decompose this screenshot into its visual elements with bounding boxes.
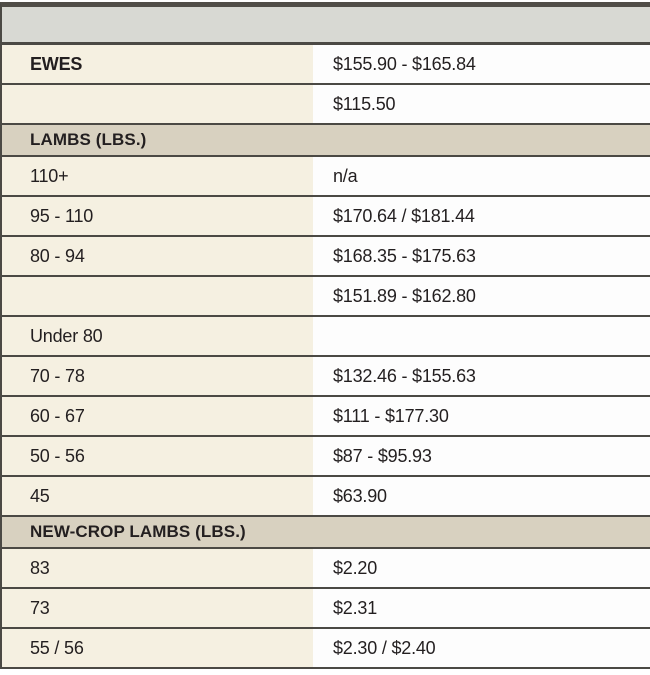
row-value: $87 - $95.93 xyxy=(313,437,650,475)
table-row-80-94: 80 - 94 $168.35 - $175.63 xyxy=(2,237,650,277)
row-label: 95 - 110 xyxy=(2,197,313,235)
row-label: 73 xyxy=(2,589,313,627)
row-value: $111 - $177.30 xyxy=(313,397,650,435)
table-row-ewes: EWES $155.90 - $165.84 xyxy=(2,45,650,85)
row-label: 50 - 56 xyxy=(2,437,313,475)
row-label xyxy=(2,277,313,315)
row-value: $132.46 - $155.63 xyxy=(313,357,650,395)
row-value: $2.20 xyxy=(313,549,650,587)
row-value: $151.89 - $162.80 xyxy=(313,277,650,315)
row-label: Under 80 xyxy=(2,317,313,355)
row-label: 60 - 67 xyxy=(2,397,313,435)
row-value: $2.30 / $2.40 xyxy=(313,629,650,667)
row-label: 83 xyxy=(2,549,313,587)
row-label: 80 - 94 xyxy=(2,237,313,275)
table-row-60-67: 60 - 67 $111 - $177.30 xyxy=(2,397,650,437)
table-row-70-78: 70 - 78 $132.46 - $155.63 xyxy=(2,357,650,397)
table-row-95-110: 95 - 110 $170.64 / $181.44 xyxy=(2,197,650,237)
section-header-label: NEW-CROP LAMBS (LBS.) xyxy=(30,522,246,541)
row-value: $170.64 / $181.44 xyxy=(313,197,650,235)
section-header-lambs: LAMBS (LBS.) xyxy=(2,125,650,157)
row-value: $155.90 - $165.84 xyxy=(313,45,650,83)
row-label: 55 / 56 xyxy=(2,629,313,667)
table-row-83: 83 $2.20 xyxy=(2,549,650,589)
row-value: $115.50 xyxy=(313,85,650,123)
row-label: EWES xyxy=(2,45,313,83)
row-value: n/a xyxy=(313,157,650,195)
row-label: 110+ xyxy=(2,157,313,195)
section-header-label: LAMBS (LBS.) xyxy=(30,130,147,149)
table-row-110plus: 110+ n/a xyxy=(2,157,650,197)
section-header-new-crop-lambs: NEW-CROP LAMBS (LBS.) xyxy=(2,517,650,549)
table-row-ewes-2: $115.50 xyxy=(2,85,650,125)
table-row-50-56: 50 - 56 $87 - $95.93 xyxy=(2,437,650,477)
row-value: $2.31 xyxy=(313,589,650,627)
empty-header-row xyxy=(2,7,650,45)
table-row-80-94-2: $151.89 - $162.80 xyxy=(2,277,650,317)
row-label xyxy=(2,85,313,123)
table-row-55-56: 55 / 56 $2.30 / $2.40 xyxy=(2,629,650,669)
row-value: $168.35 - $175.63 xyxy=(313,237,650,275)
row-label: 70 - 78 xyxy=(2,357,313,395)
row-value xyxy=(313,317,650,355)
table-row-45: 45 $63.90 xyxy=(2,477,650,517)
row-value: $63.90 xyxy=(313,477,650,515)
row-label: 45 xyxy=(2,477,313,515)
table-row-under-80: Under 80 xyxy=(2,317,650,357)
table-row-73: 73 $2.31 xyxy=(2,589,650,629)
